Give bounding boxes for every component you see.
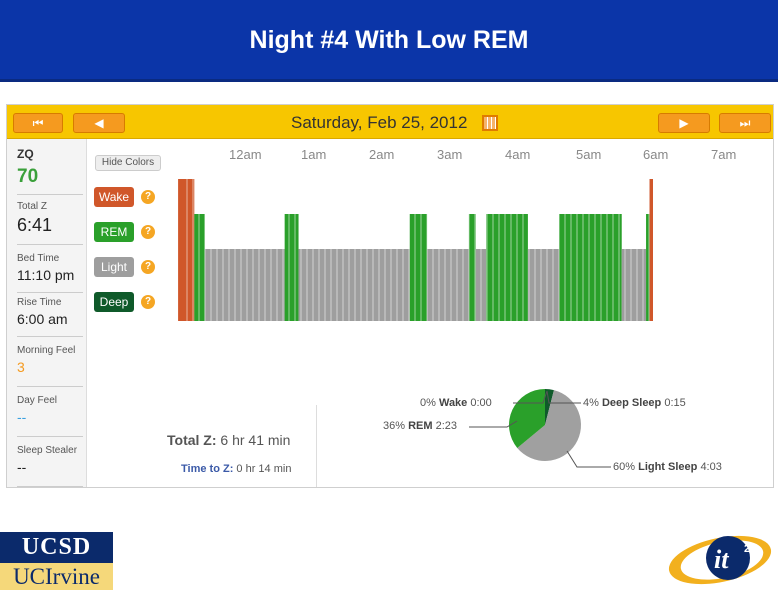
- sleep-stealer-label: Sleep Stealer: [17, 445, 78, 456]
- rem-help-icon[interactable]: ?: [141, 225, 155, 239]
- stage-badge-deep: Deep: [94, 292, 134, 312]
- pie-deep-name: Deep Sleep: [601, 397, 662, 409]
- total-z-value: 6:41: [17, 215, 53, 235]
- day-feel-value: --: [17, 409, 27, 425]
- zq-label: ZQ: [17, 147, 34, 161]
- stage-badge-wake: Wake: [94, 187, 134, 207]
- summary-time-to-z: Time to Z: 0 hr 14 min: [181, 463, 291, 475]
- pie-leader-line: [546, 390, 581, 404]
- calendar-icon[interactable]: [482, 115, 498, 131]
- pie-label-deep: 4% Deep Sleep 0:15: [583, 397, 686, 409]
- first-day-button[interactable]: ⏮: [13, 113, 63, 133]
- pie-rem-name: REM: [408, 420, 433, 432]
- pie-rem-pct: 36%: [383, 420, 406, 432]
- slide-title: Night #4 With Low REM: [249, 26, 529, 54]
- pie-light-time: 4:03: [700, 461, 722, 473]
- zq-stat: ZQ 70: [17, 145, 83, 195]
- time-label-5am: 5am: [576, 147, 602, 162]
- pie-deep-time: 0:15: [664, 397, 686, 409]
- summary-total-z-label: Total Z:: [167, 432, 217, 448]
- deep-help-icon[interactable]: ?: [141, 295, 155, 309]
- morning-feel-label: Morning Feel: [17, 345, 76, 356]
- sleep-app-screenshot: ⏮ ◀ Saturday, Feb 25, 2012 ▶ ⏭ ZQ 70 Tot…: [6, 104, 774, 488]
- svg-text:2: 2: [744, 543, 750, 555]
- hypnogram-segment-rem: [194, 214, 205, 321]
- hypnogram-segment-rem: [646, 214, 650, 321]
- hypnogram-segment-light: [621, 249, 647, 321]
- previous-day-button[interactable]: ◀: [73, 113, 125, 133]
- hypnogram-chart: [178, 175, 662, 468]
- pie-label-light: 60% Light Sleep 4:03: [613, 461, 722, 473]
- pie-deep-pct: 4%: [583, 397, 599, 409]
- day-feel-label: Day Feel: [17, 395, 58, 406]
- pie-slice-deep-sleep: [545, 389, 554, 425]
- summary-divider: [316, 405, 317, 487]
- hypnogram-segment-rem: [486, 214, 528, 321]
- time-label-1am: 1am: [301, 147, 327, 162]
- time-label-2am: 2am: [369, 147, 395, 162]
- pie-wake-time: 0:00: [470, 397, 492, 409]
- next-day-button[interactable]: ▶: [658, 113, 710, 133]
- hypnogram-segment-light: [427, 249, 469, 321]
- hide-colors-button[interactable]: Hide Colors: [95, 155, 161, 171]
- hypnogram-segment-wake: [178, 179, 195, 321]
- time-label-3am: 3am: [437, 147, 463, 162]
- stats-sidebar: ZQ 70 Total Z 6:41 Bed Time 11:10 pm Ris…: [7, 139, 87, 487]
- time-label-12am: 12am: [229, 147, 262, 162]
- zq-value: 70: [17, 166, 39, 187]
- stage-badge-light: Light: [94, 257, 134, 277]
- bed-time-label: Bed Time: [17, 253, 60, 264]
- total-z-label: Total Z: [17, 201, 48, 212]
- pie-rem-time: 2:23: [435, 420, 458, 432]
- uci-logo: UCIrvine: [0, 562, 113, 590]
- summary-total-z: Total Z: 6 hr 41 min: [167, 432, 290, 448]
- pie-leader-line: [469, 420, 518, 428]
- summary-time-to-z-label: Time to Z:: [181, 463, 234, 475]
- light-help-icon[interactable]: ?: [141, 260, 155, 274]
- morning-feel-value: 3: [17, 359, 25, 375]
- time-label-7am: 7am: [711, 147, 737, 162]
- pie-wake-name: Wake: [438, 397, 468, 409]
- pie-label-rem: 36% REM 2:23: [383, 420, 457, 432]
- hypnogram-segment-rem: [559, 214, 622, 321]
- rise-time-stat: Rise Time 6:00 am: [17, 297, 83, 337]
- pie-slice-rem: [509, 389, 545, 448]
- last-day-button[interactable]: ⏭: [719, 113, 771, 133]
- pie-leader-line: [566, 450, 611, 468]
- rise-time-value: 6:00 am: [17, 311, 68, 327]
- time-label-4am: 4am: [505, 147, 531, 162]
- date-toolbar: ⏮ ◀ Saturday, Feb 25, 2012 ▶ ⏭: [7, 105, 773, 139]
- date-label: Saturday, Feb 25, 2012: [291, 113, 468, 132]
- hypnogram-segment-light: [298, 249, 410, 321]
- pie-leader-line: [513, 390, 548, 404]
- bed-time-stat: Bed Time 11:10 pm: [17, 253, 83, 293]
- it2-logo: it 2: [668, 535, 772, 585]
- ucsd-logo: UCSD: [0, 532, 113, 562]
- pie-light-pct: 60%: [613, 461, 636, 473]
- pie-wake-pct: 0%: [420, 397, 436, 409]
- pie-label-wake: 0% Wake 0:00: [420, 397, 492, 409]
- time-label-6am: 6am: [643, 147, 669, 162]
- hypnogram-segment-rem: [468, 214, 476, 321]
- bed-time-value: 11:10 pm: [17, 267, 75, 283]
- slide-header: Night #4 With Low REM: [0, 0, 778, 82]
- pie-light-name: Light Sleep: [638, 461, 698, 473]
- hypnogram-segment-light: [527, 249, 560, 321]
- sleep-stealer-value: --: [17, 459, 27, 475]
- it2-logo-text: it: [714, 545, 729, 574]
- wake-help-icon[interactable]: ?: [141, 190, 155, 204]
- day-feel-stat: Day Feel --: [17, 395, 83, 437]
- rise-time-label: Rise Time: [17, 297, 62, 308]
- stage-badge-rem: REM: [94, 222, 134, 242]
- morning-feel-stat: Morning Feel 3: [17, 345, 83, 387]
- pie-slice-light-sleep: [517, 390, 582, 462]
- hypnogram-segment-rem: [409, 214, 428, 321]
- hypnogram-segment-wake: [649, 179, 653, 321]
- summary-time-to-z-value: 0 hr 14 min: [236, 463, 292, 475]
- summary-total-z-value: 6 hr 41 min: [220, 432, 291, 448]
- hypnogram-segment-rem: [284, 214, 299, 321]
- total-z-stat: Total Z 6:41: [17, 201, 83, 245]
- sleep-stealer-stat: Sleep Stealer --: [17, 445, 83, 487]
